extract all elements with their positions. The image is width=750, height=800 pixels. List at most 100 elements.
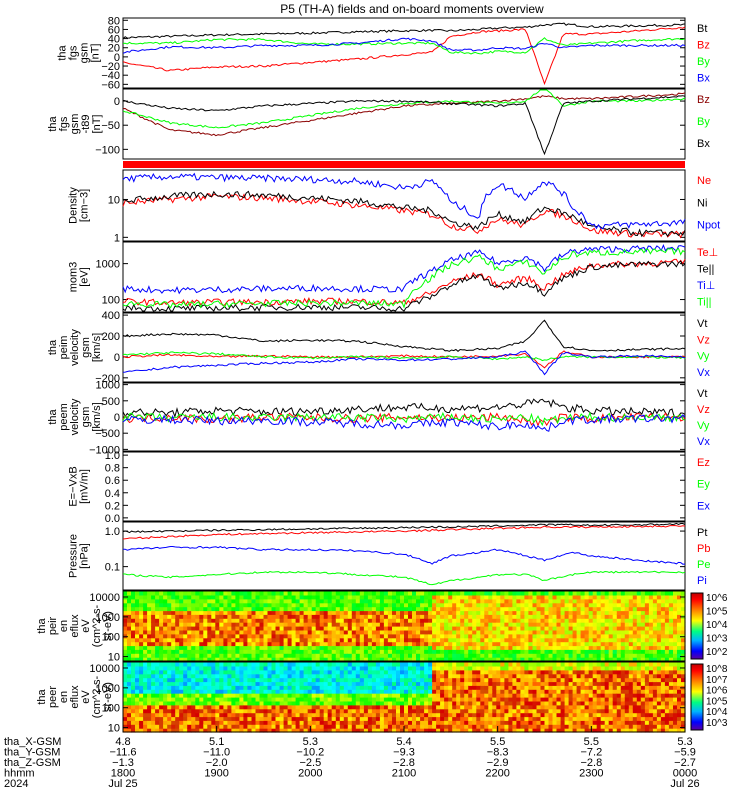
spectrogram-cell: [127, 629, 132, 635]
spectrogram-cell: [143, 602, 148, 608]
spectrogram-cell: [323, 724, 329, 729]
spectrogram-cell: [592, 591, 598, 596]
spectrogram-cell: [424, 629, 429, 635]
spectrogram-cell: [179, 724, 184, 729]
spectrogram-cell: [171, 712, 176, 718]
spectrogram-cell: [371, 712, 377, 718]
spectrogram-cell: [552, 653, 558, 658]
spectrogram-cell: [452, 673, 457, 679]
spectrogram-cell: [159, 728, 164, 733]
spectrogram-cell: [608, 677, 614, 683]
spectrogram-cell: [600, 716, 606, 721]
spectrogram-cell: [444, 662, 449, 667]
spectrogram-cell: [508, 622, 513, 627]
spectrogram-cell: [420, 598, 425, 604]
spectrogram-cell: [596, 697, 602, 702]
spectrogram-cell: [383, 673, 389, 679]
spectrogram-cell: [592, 728, 598, 733]
spectrogram-cell: [512, 598, 517, 604]
spectrogram-cell: [275, 662, 281, 667]
spectrogram-cell: [592, 618, 598, 623]
spectrogram-cell: [572, 720, 578, 725]
spectrogram-cell: [359, 681, 365, 686]
spectrogram-cell: [351, 606, 357, 612]
spectrogram-cell: [552, 697, 558, 702]
spectrogram-cell: [444, 689, 449, 694]
spectrogram-cell: [480, 594, 485, 600]
spectrogram-cell: [247, 629, 252, 635]
spectrogram-cell: [363, 598, 369, 604]
spectrogram-cell: [151, 614, 156, 619]
spectrogram-cell: [223, 724, 228, 729]
spectrogram-cell: [319, 618, 325, 623]
spectrogram-cell: [436, 657, 441, 662]
series-line-peim-velocity-3: [122, 350, 686, 376]
spectrogram-cell: [243, 712, 248, 718]
spectrogram-cell: [476, 697, 481, 702]
spectrogram-cell: [259, 629, 265, 635]
spectrogram-cell: [444, 704, 449, 710]
spectrogram-cell: [588, 716, 594, 721]
spectrogram-cell: [436, 591, 441, 596]
spectrogram-cell: [315, 657, 321, 662]
spectrogram-cell: [424, 728, 429, 733]
spectrogram-cell: [299, 728, 305, 733]
spectrogram-cell: [480, 649, 485, 654]
spectrogram-cell: [239, 708, 244, 714]
spectrogram-cell: [227, 610, 232, 615]
spectrogram-cell: [383, 700, 389, 706]
spectrogram-cell: [199, 591, 204, 596]
spectrogram-cell: [379, 685, 385, 690]
spectrogram-cell: [568, 720, 574, 725]
spectrogram-cell: [299, 669, 305, 675]
spectrogram-cell: [576, 665, 582, 671]
spectrogram-cell: [564, 720, 570, 725]
spectrogram-cell: [572, 633, 578, 639]
spectrogram-cell: [167, 618, 172, 623]
spectrogram-cell: [492, 645, 497, 650]
spectrogram-cell: [677, 629, 682, 635]
spectrogram-cell: [315, 629, 321, 635]
spectrogram-cell: [299, 618, 305, 623]
spectrogram-cell: [311, 657, 317, 662]
spectrogram-cell: [528, 665, 533, 671]
spectrogram-cell: [255, 602, 261, 608]
spectrogram-cell: [624, 594, 630, 600]
spectrogram-cell: [267, 637, 273, 643]
spectrogram-cell: [408, 645, 413, 650]
spectrogram-cell: [620, 662, 626, 667]
spectrogram-cell: [243, 673, 248, 679]
spectrogram-cell: [183, 716, 188, 721]
spectrogram-cell: [556, 626, 562, 631]
spectrogram-cell: [512, 618, 517, 623]
spectrogram-cell: [528, 708, 533, 714]
y-axis-label: [nT]: [91, 115, 103, 134]
spectrogram-cell: [488, 685, 493, 690]
spectrogram-cell: [612, 708, 618, 714]
spectrogram-cell: [187, 704, 192, 710]
spectrogram-cell: [295, 685, 301, 690]
spectrogram-cell: [235, 622, 240, 627]
y-axis-label: E=−VxB: [68, 466, 80, 506]
spectrogram-cell: [584, 708, 590, 714]
spectrogram-cell: [580, 712, 586, 718]
spectrogram-cell: [616, 724, 622, 729]
spectrogram-cell: [600, 712, 606, 718]
spectrogram-cell: [504, 633, 509, 639]
spectrogram-cell: [155, 591, 160, 596]
spectrogram-cell: [279, 614, 285, 619]
spectrogram-cell: [375, 614, 381, 619]
spectrogram-cell: [596, 685, 602, 690]
spectrogram-cell: [187, 708, 192, 714]
spectrogram-cell: [387, 728, 393, 733]
spectrogram-cell: [207, 662, 212, 667]
spectrogram-cell: [540, 720, 546, 725]
spectrogram-cell: [608, 622, 614, 627]
spectrogram-cell: [167, 594, 172, 600]
spectrogram-cell: [472, 606, 477, 612]
spectrogram-cell: [339, 645, 345, 650]
spectrogram-cell: [179, 712, 184, 718]
spectrogram-cell: [319, 594, 325, 600]
spectrogram-cell: [484, 662, 489, 667]
spectrogram-cell: [335, 614, 341, 619]
